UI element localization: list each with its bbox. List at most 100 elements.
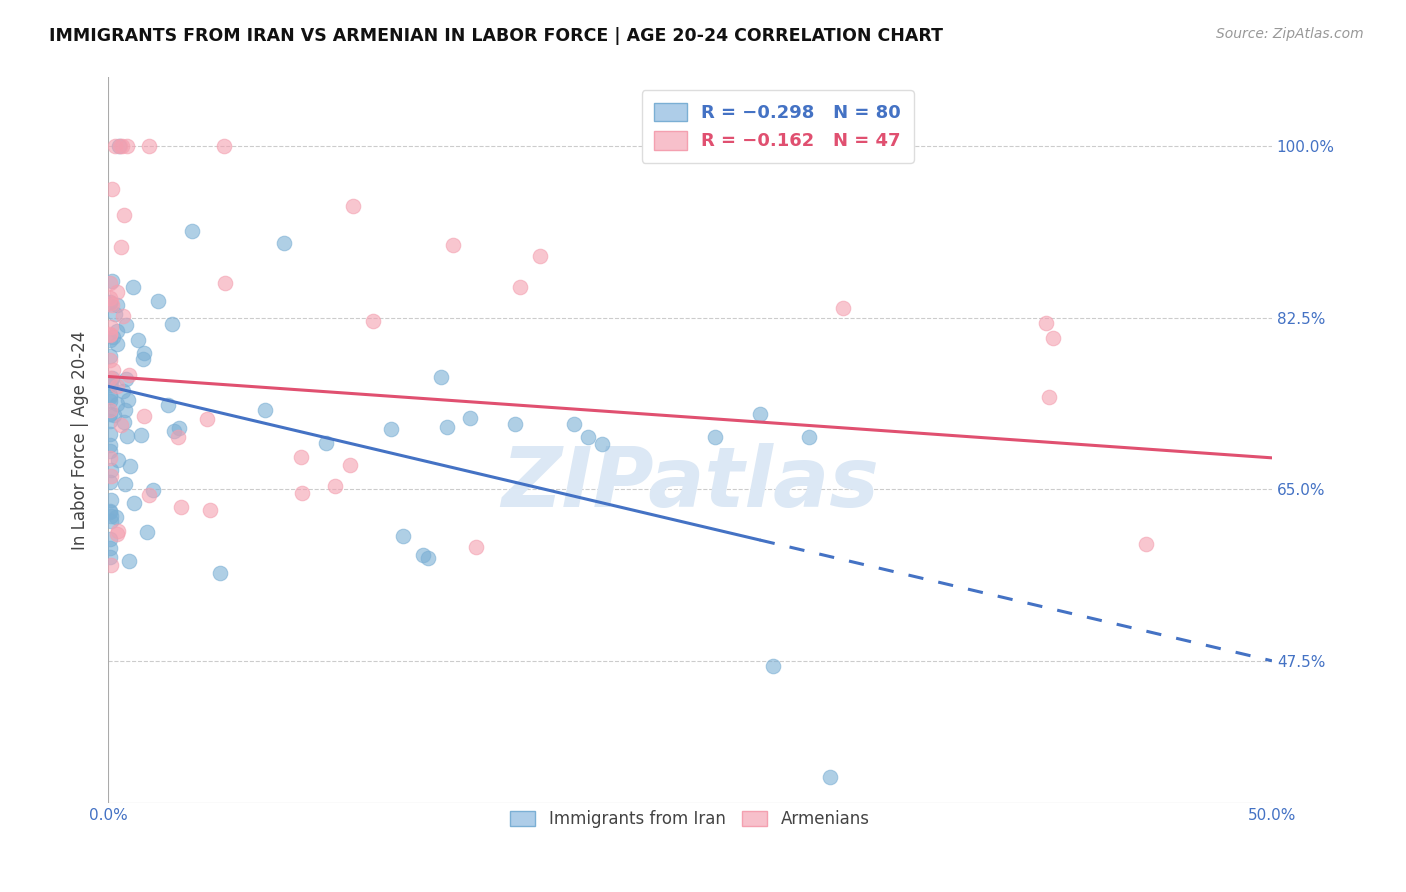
- Point: [138, 139, 160, 153]
- Point: [100, 320, 122, 334]
- Point: [98, 378, 121, 392]
- Point: [509, 280, 531, 294]
- Point: [100, 463, 122, 477]
- Point: [110, 418, 132, 433]
- Point: [132, 352, 155, 367]
- Point: [380, 422, 402, 436]
- Point: [98, 505, 121, 519]
- Point: [591, 437, 613, 451]
- Point: [416, 551, 439, 566]
- Point: [98, 291, 121, 305]
- Point: [105, 285, 128, 299]
- Point: [562, 417, 585, 431]
- Point: [118, 368, 141, 382]
- Point: [412, 548, 434, 562]
- Point: [180, 224, 202, 238]
- Point: [112, 415, 135, 429]
- Point: [505, 417, 527, 432]
- Point: [98, 352, 121, 367]
- Point: [100, 274, 122, 288]
- Point: [98, 296, 121, 310]
- Point: [132, 409, 155, 423]
- Point: [105, 337, 128, 351]
- Point: [105, 379, 128, 393]
- Point: [98, 541, 121, 556]
- Point: [291, 486, 314, 500]
- Point: [214, 277, 236, 291]
- Point: [156, 398, 179, 412]
- Point: [98, 438, 121, 452]
- Point: [98, 532, 121, 546]
- Point: [98, 294, 121, 309]
- Point: [1038, 390, 1060, 404]
- Point: [799, 429, 821, 443]
- Point: [104, 307, 127, 321]
- Point: [98, 475, 121, 489]
- Point: [160, 317, 183, 331]
- Point: [98, 504, 121, 518]
- Point: [100, 558, 122, 572]
- Point: [167, 421, 190, 435]
- Point: [107, 524, 129, 538]
- Point: [163, 424, 186, 438]
- Point: [100, 298, 122, 312]
- Point: [115, 429, 138, 443]
- Point: [121, 279, 143, 293]
- Point: [98, 349, 121, 363]
- Point: [339, 458, 361, 472]
- Point: [107, 453, 129, 467]
- Point: [529, 249, 551, 263]
- Point: [98, 327, 121, 342]
- Point: [115, 139, 138, 153]
- Point: [254, 403, 277, 417]
- Point: [458, 410, 481, 425]
- Point: [98, 387, 121, 401]
- Point: [170, 500, 193, 515]
- Point: [111, 309, 134, 323]
- Point: [98, 393, 121, 408]
- Point: [325, 479, 347, 493]
- Point: [1035, 316, 1057, 330]
- Point: [127, 333, 149, 347]
- Point: [290, 450, 312, 465]
- Point: [98, 371, 121, 385]
- Point: [117, 392, 139, 407]
- Point: [124, 496, 146, 510]
- Point: [818, 770, 841, 784]
- Point: [101, 181, 124, 195]
- Point: [465, 540, 488, 554]
- Point: [342, 199, 364, 213]
- Point: [146, 293, 169, 308]
- Point: [103, 408, 125, 422]
- Point: [832, 301, 855, 316]
- Point: [1042, 331, 1064, 345]
- Point: [166, 430, 188, 444]
- Point: [98, 326, 121, 341]
- Point: [103, 363, 125, 377]
- Y-axis label: In Labor Force | Age 20-24: In Labor Force | Age 20-24: [72, 331, 89, 549]
- Point: [748, 407, 770, 421]
- Point: [131, 428, 153, 442]
- Point: [100, 370, 122, 384]
- Point: [98, 450, 121, 465]
- Point: [100, 390, 122, 404]
- Point: [430, 370, 453, 384]
- Point: [105, 527, 128, 541]
- Point: [108, 139, 131, 153]
- Point: [111, 139, 134, 153]
- Point: [100, 296, 122, 310]
- Point: [98, 550, 121, 565]
- Point: [141, 483, 163, 497]
- Point: [273, 236, 295, 251]
- Point: [98, 334, 121, 348]
- Point: [100, 492, 122, 507]
- Point: [315, 435, 337, 450]
- Point: [1135, 537, 1157, 551]
- Point: [98, 407, 121, 421]
- Point: [100, 376, 122, 391]
- Point: [104, 139, 127, 153]
- Point: [98, 403, 121, 417]
- Point: [114, 403, 136, 417]
- Text: Source: ZipAtlas.com: Source: ZipAtlas.com: [1216, 27, 1364, 41]
- Point: [100, 508, 122, 523]
